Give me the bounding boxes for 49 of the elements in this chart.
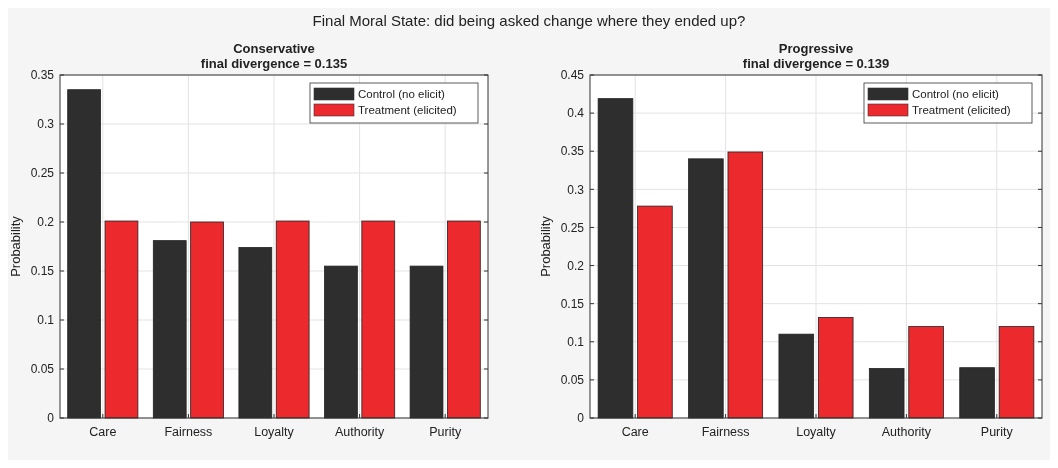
y-tick-label: 0.25 <box>560 220 585 235</box>
legend-label: Treatment (elicited) <box>358 104 457 116</box>
chart-title: Conservative <box>233 41 315 56</box>
x-tick-label: Care <box>89 425 117 439</box>
y-tick-label: 0.3 <box>37 117 55 132</box>
y-tick-label: 0.25 <box>30 166 55 181</box>
y-tick-label: 0 <box>47 411 55 426</box>
y-tick-label: 0.1 <box>567 334 585 349</box>
x-tick-label: Purity <box>429 425 462 439</box>
bar <box>908 326 944 419</box>
bar <box>361 220 396 419</box>
y-tick-label: 0.15 <box>30 264 55 279</box>
text: Final Moral State: did being asked change where they ended up? <box>312 12 746 29</box>
x-tick-label: Authority <box>334 425 386 439</box>
bar <box>637 205 673 419</box>
y-tick-label: 0.2 <box>37 215 55 230</box>
x-tick-label: Loyalty <box>254 425 295 439</box>
y-tick-label: 0.3 <box>567 182 585 197</box>
bar <box>190 221 224 419</box>
y-axis-title: Probability <box>538 215 553 277</box>
y-tick-label: 0.2 <box>567 258 585 273</box>
y-tick-label: 0.35 <box>560 144 585 159</box>
x-tick-label: Authority <box>881 425 932 439</box>
y-tick-label: 0.05 <box>560 373 585 388</box>
bar <box>447 220 481 419</box>
x-tick-label: Loyalty <box>796 425 837 439</box>
x-tick-label: Fairness <box>164 425 213 439</box>
legend-label: Treatment (elicited) <box>912 104 1011 116</box>
y-tick-label: 0.1 <box>37 313 55 328</box>
y-tick-label: 0.15 <box>560 296 585 311</box>
y-tick-label: 0.05 <box>30 362 55 377</box>
legend-label: Control (no elicit) <box>358 88 446 100</box>
bar <box>104 220 139 419</box>
chart-title: Progressive <box>778 41 854 56</box>
y-tick-label: 0 <box>577 411 585 426</box>
y-axis-title: Probability <box>8 215 23 277</box>
x-tick-label: Purity <box>980 425 1014 439</box>
y-tick-label: 0.4 <box>567 106 585 121</box>
bar <box>727 151 764 419</box>
bar <box>998 326 1035 419</box>
x-tick-label: Care <box>621 425 649 439</box>
bar <box>275 220 310 419</box>
chart-subtitle: final divergence = 0.135 <box>200 56 348 71</box>
bar <box>817 316 854 419</box>
chart-subtitle: final divergence = 0.139 <box>742 56 890 71</box>
legend-label: Control (no elicit) <box>912 88 1000 100</box>
x-tick-label: Fairness <box>701 425 750 439</box>
y-tick-label: 0.35 <box>30 68 55 83</box>
y-tick-label: 0.45 <box>560 68 585 83</box>
